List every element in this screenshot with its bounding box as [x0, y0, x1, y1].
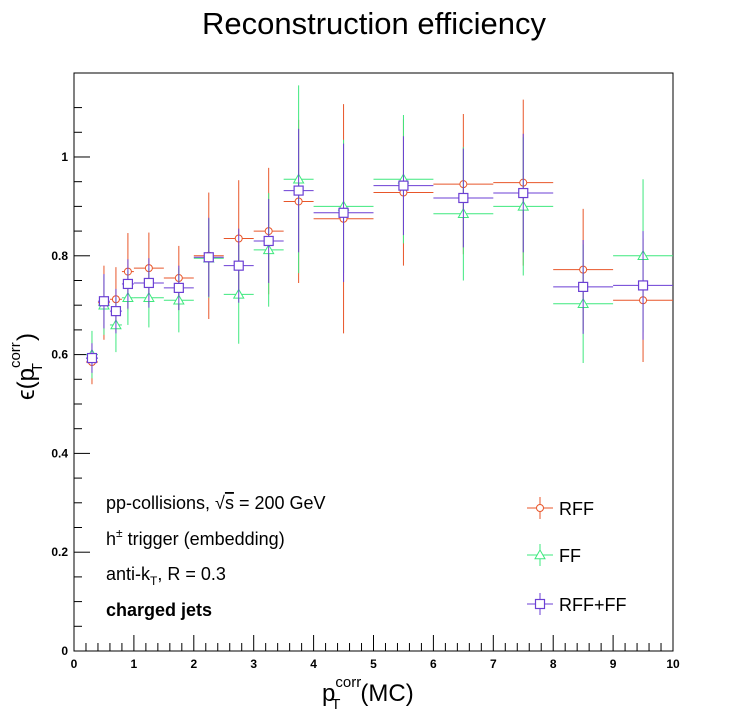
annotation-collisions-label: pp-collisions, — [106, 493, 215, 513]
legend-label-rffff: RFF+FF — [559, 595, 627, 615]
legend-label-ff: FF — [559, 546, 581, 566]
legend-marker — [536, 504, 544, 512]
data-point — [110, 306, 122, 317]
data-point — [122, 278, 134, 290]
data-point — [98, 296, 110, 307]
data-point — [637, 280, 649, 291]
annotation-trigger: h± trigger (embedding) — [106, 526, 285, 549]
x-tick-label: 10 — [666, 657, 680, 671]
annotations: pp-collisions, √s = 200 GeV h± trigger (… — [106, 493, 326, 620]
y-tick-label: 0.8 — [51, 249, 68, 263]
data-point — [173, 282, 184, 293]
y-axis-title: ϵ(pcorr T) — [7, 333, 46, 400]
chart-title: Reconstruction efficiency — [202, 6, 547, 41]
data-point — [143, 277, 154, 289]
series-rff-ff — [85, 128, 673, 373]
x-tick-label: 1 — [131, 657, 138, 671]
data-point — [398, 180, 409, 191]
y-axis-title-group: ϵ(pcorr T) — [7, 333, 46, 400]
x-tick-label: 3 — [250, 657, 257, 671]
y-tick-label: 0.2 — [51, 545, 68, 559]
data-point — [233, 260, 244, 271]
x-tick-label: 2 — [190, 657, 197, 671]
annotation-collisions: pp-collisions, √s = 200 GeV — [106, 493, 326, 513]
annotation-algorithm: anti-kT, R = 0.3 — [106, 564, 226, 588]
annotation-energy: = 200 GeV — [234, 493, 326, 513]
sqrt-s: s — [225, 493, 234, 513]
y-axis-ticks: 0 0.2 0.4 0.6 0.8 1 — [51, 107, 90, 658]
legend-marker — [534, 598, 546, 610]
data-point — [86, 352, 98, 364]
x-tick-label: 5 — [370, 657, 377, 671]
x-tick-label: 7 — [490, 657, 497, 671]
y-tick-label: 0 — [61, 644, 68, 658]
data-point — [263, 235, 274, 247]
y-tick-label: 0.4 — [51, 446, 68, 460]
x-tick-label: 9 — [610, 657, 617, 671]
x-tick-label: 8 — [550, 657, 557, 671]
data-series — [85, 85, 673, 385]
annotation-jets: charged jets — [106, 600, 212, 620]
x-tick-label: 6 — [430, 657, 437, 671]
x-tick-label: 0 — [71, 657, 78, 671]
x-axis-title: pcorr T (MC) — [322, 674, 414, 713]
y-tick-label: 1 — [61, 150, 68, 164]
data-point — [338, 207, 349, 218]
data-point — [458, 192, 469, 204]
data-point — [293, 185, 304, 196]
data-point — [518, 187, 529, 199]
data-point — [203, 252, 214, 263]
data-point — [578, 281, 589, 293]
legend-label-rff: RFF — [559, 499, 594, 519]
y-tick-label: 0.6 — [51, 348, 68, 362]
legend-marker — [534, 548, 546, 560]
x-tick-label: 4 — [310, 657, 317, 671]
legend: RFF FF RFF+FF — [527, 497, 627, 615]
x-axis-ticks: 0 1 2 3 4 5 6 7 8 9 10 — [71, 635, 680, 671]
sqrt-symbol: √ — [215, 493, 225, 513]
